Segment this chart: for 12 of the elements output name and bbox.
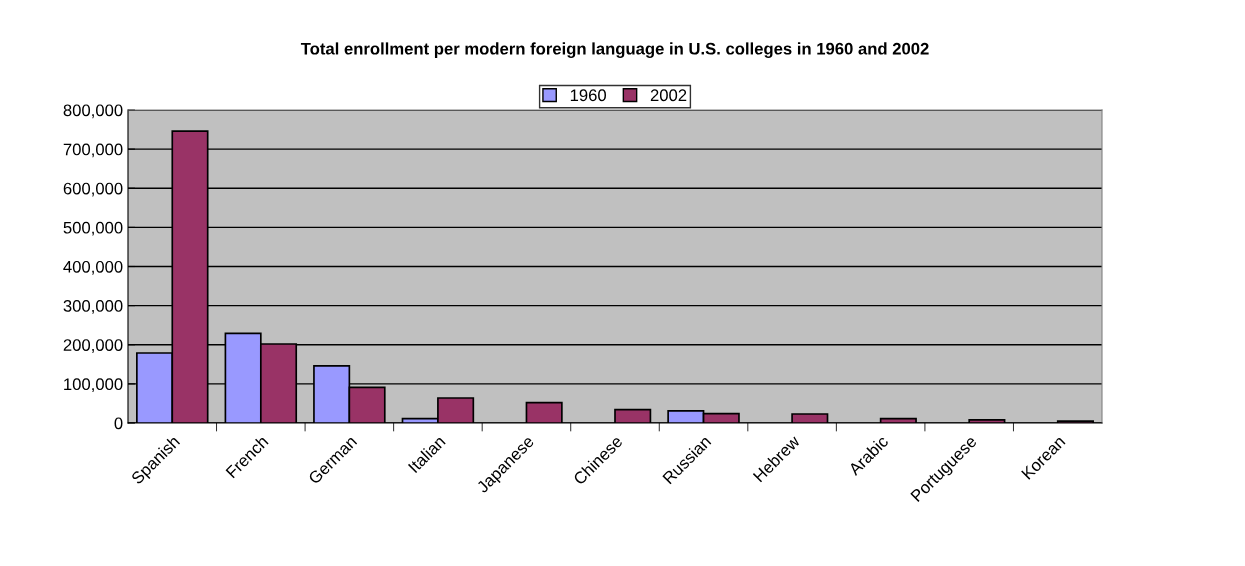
y-tick-label: 600,000 [63,182,123,197]
y-tick-label: 800,000 [63,104,123,119]
y-tick-label: 100,000 [64,378,123,393]
y-tick-label: 700,000 [63,143,123,158]
legend-label: 2002 [650,89,687,102]
chart-title: Total enrollment per modern foreign language in U.S. colleges in 1960 and 2002 [300,42,929,58]
y-tick-label: 400,000 [63,260,123,275]
y-tick-label: 200,000 [63,339,123,353]
y-tick-label: 300,000 [63,300,123,314]
legend-label: 1960 [570,89,607,102]
y-tick-label: 0 [114,417,123,430]
y-tick-label: 500,000 [63,221,123,236]
